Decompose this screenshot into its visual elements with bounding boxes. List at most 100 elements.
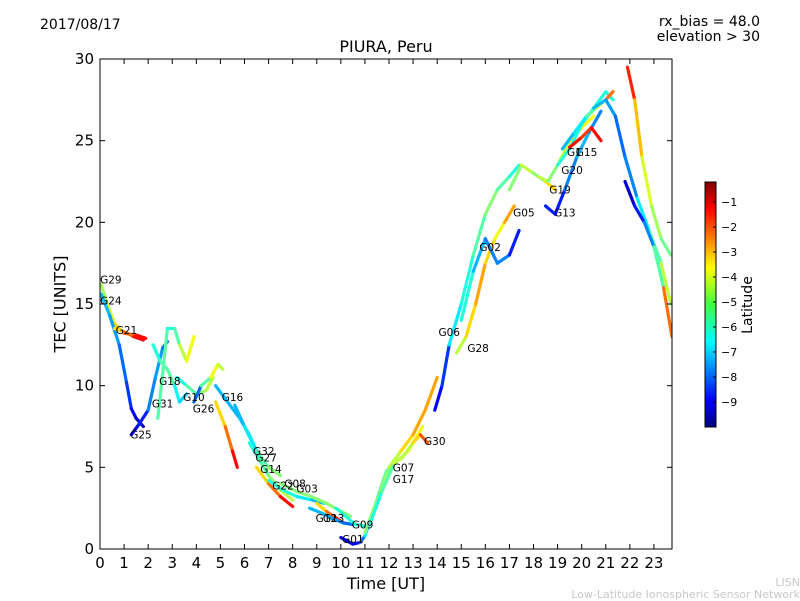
track-segment [568, 135, 584, 149]
x-tick-label: 20 [572, 554, 591, 572]
track-segment [543, 204, 557, 216]
track-segment [387, 449, 403, 469]
track-segment [307, 506, 324, 515]
y-tick-label: 15 [75, 295, 94, 313]
track-segment [156, 326, 170, 420]
track-segment [230, 449, 239, 469]
satellite-label: G02 [479, 242, 501, 254]
satellite-label: G21 [116, 325, 138, 337]
colorbar-tick-label: −2 [721, 221, 737, 234]
x-tick-label: 18 [524, 554, 543, 572]
series-g12 [307, 506, 355, 527]
satellite-label: G22 [272, 480, 294, 492]
track-segment [266, 478, 285, 492]
track-segment [546, 163, 560, 184]
series-g26 [192, 362, 225, 404]
x-tick-label: 9 [312, 554, 322, 572]
track-segment [341, 521, 355, 527]
track-segment [604, 98, 618, 118]
track-segment [592, 98, 608, 110]
series-g29b [625, 65, 672, 257]
y-tick-label: 20 [75, 213, 94, 231]
satellite-label: G10 [183, 392, 205, 404]
series-g30 [399, 433, 430, 461]
track-segment [214, 400, 227, 429]
track-segment [134, 333, 148, 340]
satellite-label: G03 [296, 484, 318, 496]
track-segment [589, 125, 603, 143]
x-tick-label: 22 [620, 554, 639, 572]
track-segment [199, 375, 213, 388]
colorbar [704, 181, 717, 428]
track-segment [411, 408, 427, 437]
track-segment [266, 465, 283, 478]
satellite-label: G17 [393, 474, 415, 486]
satellite-label: G01 [342, 534, 364, 546]
satellite-label: G05 [513, 208, 535, 220]
track-segment [185, 384, 198, 396]
track-segment [363, 498, 379, 535]
satellite-label: G19 [549, 185, 571, 197]
x-axis-label: Time [UT] [346, 574, 426, 593]
track-segment [580, 125, 593, 139]
x-tick-label: 10 [331, 554, 350, 572]
track-segment [503, 204, 516, 224]
track-segment [580, 114, 596, 130]
satellite-label: G18 [159, 376, 181, 388]
track-segment [146, 375, 157, 412]
y-tick-label: 25 [75, 132, 94, 150]
series-g09 [334, 506, 367, 528]
colorbar-tick-label: −6 [721, 321, 737, 334]
satellite-label: G13 [554, 208, 576, 220]
track-segment [459, 269, 475, 322]
track-segment [652, 245, 666, 290]
credit-short: LISN [775, 576, 800, 589]
series-g15 [568, 125, 603, 149]
series-g31 [156, 326, 196, 420]
y-tick-label: 30 [75, 50, 94, 68]
series-g08 [266, 478, 326, 505]
series-g15b [592, 98, 672, 306]
track-segment [423, 375, 439, 412]
track-segment [625, 65, 637, 102]
satellite-label: G06 [438, 327, 460, 339]
track-segment [177, 343, 189, 363]
track-segment [247, 441, 261, 461]
x-tick-label: 14 [428, 554, 447, 572]
track-segment [295, 490, 314, 499]
track-segment [129, 406, 138, 420]
track-segment [483, 237, 499, 265]
track-segment [495, 253, 512, 265]
track-segment [440, 343, 451, 388]
track-segment [572, 114, 589, 135]
x-tick-label: 21 [596, 554, 615, 572]
x-tick-label: 8 [288, 554, 298, 572]
track-segment [122, 330, 136, 339]
track-segment [447, 302, 463, 347]
series-g28 [454, 204, 516, 355]
track-segment [633, 204, 646, 224]
satellite-label: G08 [284, 479, 306, 491]
satellite-label: G12 [316, 513, 338, 525]
track-segment [257, 457, 271, 478]
x-tick-label: 1 [119, 554, 129, 572]
series-g18 [151, 343, 189, 404]
track-segment [334, 506, 348, 518]
track-segment [353, 522, 367, 528]
series-g32 [214, 400, 239, 469]
track-segment [418, 433, 430, 445]
satellite-label: G25 [130, 430, 152, 442]
satellite-label: G15 [576, 147, 598, 159]
satellite-label: G16 [222, 392, 244, 404]
colorbar-tick-label: −4 [721, 271, 737, 284]
track-segment [661, 286, 672, 339]
track-segment [507, 228, 521, 257]
series-g21 [112, 326, 145, 342]
track-segment [649, 204, 663, 241]
satellite-label: G31 [152, 399, 174, 411]
y-tick-label: 10 [75, 377, 94, 395]
track-segment [324, 509, 338, 520]
x-tick-label: 7 [264, 554, 274, 572]
colorbar-tick-label: −7 [721, 346, 737, 359]
